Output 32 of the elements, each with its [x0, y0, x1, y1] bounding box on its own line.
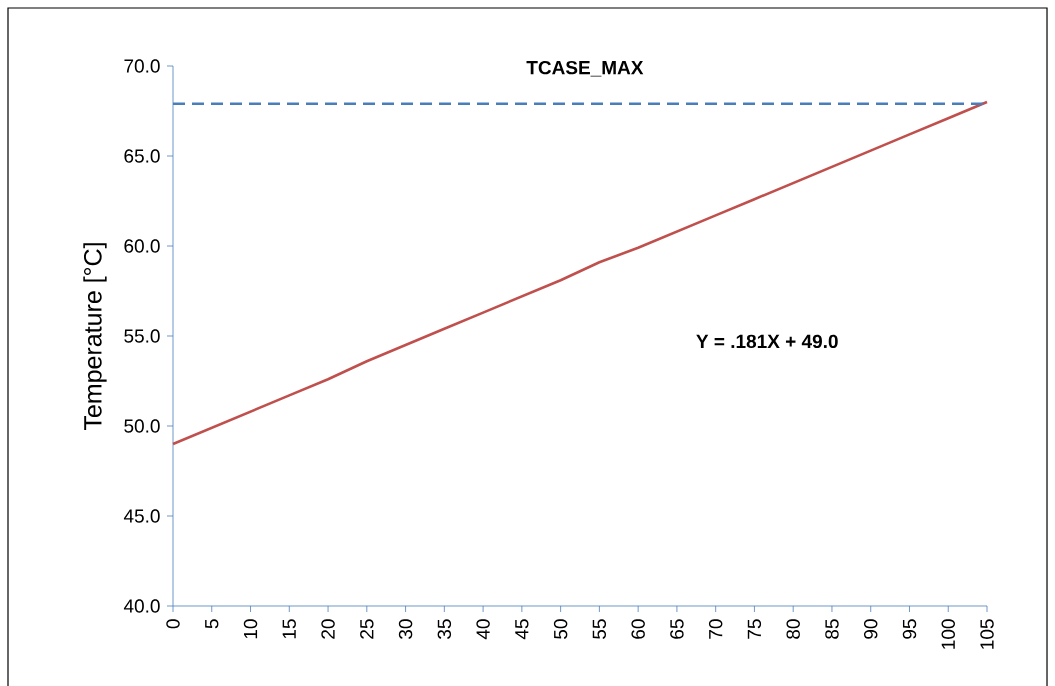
x-tick-label: 60 [631, 619, 645, 639]
x-tick-label: 35 [437, 619, 452, 639]
y-tick-label: 60.0 [124, 239, 160, 253]
x-tick-label: 50 [553, 619, 568, 639]
x-tick-label: 30 [398, 619, 413, 639]
y-axis-title: Temperature [°C] [83, 243, 107, 431]
x-tick-label: 25 [360, 619, 374, 639]
y-tick-label: 65.0 [124, 149, 160, 163]
x-tick-label: 95 [902, 619, 917, 639]
x-tick-label: 105 [980, 619, 994, 649]
x-tick-label: 15 [282, 619, 296, 639]
x-tick-label: 75 [747, 619, 762, 639]
y-tick-label: 40.0 [123, 599, 160, 613]
x-tick-label: 45 [515, 619, 529, 640]
x-tick-label: 5 [205, 619, 219, 629]
x-tick-label: 100 [941, 619, 955, 649]
y-tick-label: 45.0 [123, 509, 160, 523]
y-tick-label: 70.0 [124, 59, 160, 73]
x-tick-label: 40 [476, 619, 490, 640]
x-tick-label: 65 [670, 619, 684, 639]
y-tick-label: 50.0 [124, 419, 160, 433]
y-tick-label: 55.0 [124, 329, 160, 343]
x-tick-label: 85 [825, 619, 839, 639]
x-tick-label: 20 [321, 619, 335, 639]
x-tick-label: 0 [166, 619, 180, 629]
chart-title: TCASE_MAX [526, 60, 644, 77]
annotation: Y = .181X + 49.0 [696, 334, 838, 349]
x-tick-label: 55 [592, 619, 607, 639]
x-tick-label: 80 [786, 619, 800, 639]
x-tick-label: 10 [243, 619, 258, 639]
x-tick-label: 70 [708, 619, 723, 639]
x-tick-label: 90 [863, 619, 878, 639]
